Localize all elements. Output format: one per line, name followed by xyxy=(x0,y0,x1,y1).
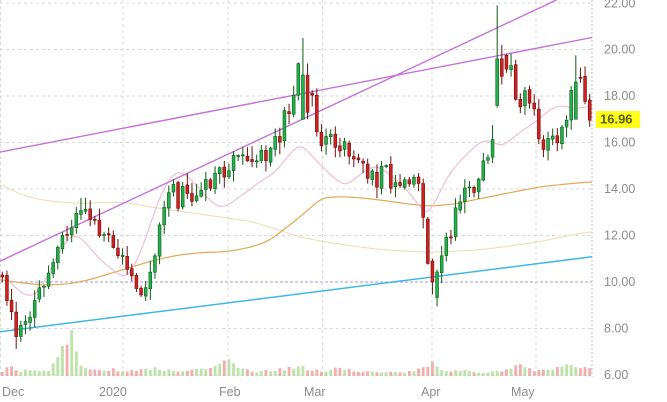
svg-text:22.00: 22.00 xyxy=(604,0,635,10)
svg-text:Feb: Feb xyxy=(219,385,241,399)
svg-text:16.96: 16.96 xyxy=(600,112,633,127)
svg-text:6.00: 6.00 xyxy=(604,368,628,382)
svg-text:10.00: 10.00 xyxy=(604,275,635,289)
svg-text:20.00: 20.00 xyxy=(604,43,635,57)
svg-text:Mar: Mar xyxy=(304,385,326,399)
svg-text:May: May xyxy=(511,385,535,399)
svg-text:18.00: 18.00 xyxy=(604,89,635,103)
svg-text:8.00: 8.00 xyxy=(604,322,628,336)
svg-text:12.00: 12.00 xyxy=(604,229,635,243)
svg-text:2020: 2020 xyxy=(99,385,127,399)
svg-text:14.00: 14.00 xyxy=(604,182,635,196)
svg-text:Apr: Apr xyxy=(421,385,440,399)
svg-text:16.00: 16.00 xyxy=(604,136,635,150)
svg-text:Dec: Dec xyxy=(2,385,24,399)
